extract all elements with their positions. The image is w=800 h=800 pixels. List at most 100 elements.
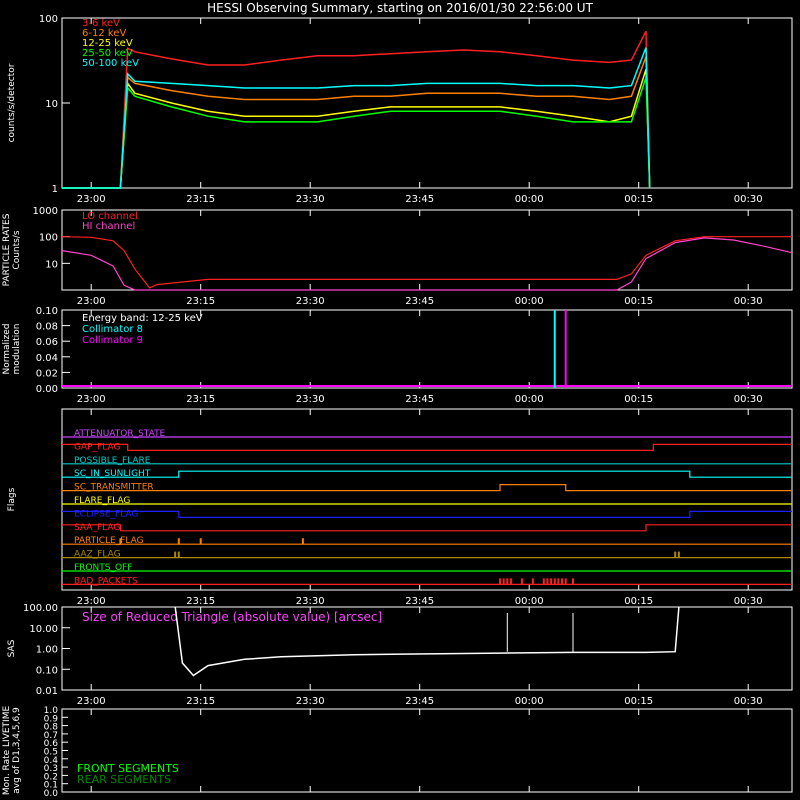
y-tick-label: 100 (39, 14, 58, 25)
figure-title: HESSI Observing Summary, starting on 201… (207, 1, 593, 15)
flag-label: FLARE_FLAG (74, 496, 130, 506)
y-tick-label: 0.1 (44, 781, 58, 791)
x-tick-label: 00:00 (515, 596, 544, 607)
x-tick-label: 23:15 (186, 696, 215, 707)
flag-label: FRONTS_OFF (74, 563, 132, 573)
x-tick-label: 23:00 (77, 596, 106, 607)
y-axis-label: SAS (7, 639, 17, 657)
y-tick-label: 1.00 (36, 645, 58, 656)
x-tick-label: 00:15 (624, 596, 653, 607)
legend-entry: FRONT SEGMENTS (77, 762, 179, 775)
flag-line (62, 524, 792, 532)
x-tick-label: 00:00 (515, 296, 544, 307)
series-line-25-50-keV (62, 77, 651, 189)
panel-2: 23:00 23:15 23:30 23:45 00:00 00:15 00:30 Norma… (2, 306, 793, 405)
panel-frame (61, 708, 793, 793)
legend-entry: Collimator 9 (82, 335, 143, 346)
y-tick-label: 0.10 (36, 306, 58, 317)
legend-entry: 25-50 keV (82, 48, 133, 59)
panel-frame (61, 408, 793, 591)
x-tick-label: 00:15 (624, 296, 653, 307)
y-tick-label: 0.3 (44, 764, 58, 774)
y-tick-label: 1.0 (44, 706, 59, 716)
x-tick-label: 00:30 (734, 596, 763, 607)
y-tick-label: 0.6 (44, 739, 59, 749)
y-axis-label: Flags (7, 487, 17, 511)
panel-frame (61, 209, 793, 291)
x-tick-label: 00:15 (624, 394, 653, 405)
flag-line (62, 470, 792, 478)
y-axis-label: counts/s/detector (7, 63, 17, 142)
flag-line (62, 443, 792, 451)
x-tick-label: 23:30 (296, 394, 325, 405)
y-tick-label: 10 (45, 259, 58, 270)
series-line-12-25-keV (62, 68, 651, 189)
y-tick-label: 0.8 (44, 723, 59, 733)
x-tick-label: 00:00 (515, 696, 544, 707)
y-tick-label: 0.08 (36, 322, 58, 333)
flag-line (62, 510, 792, 518)
x-tick-label: 00:30 (734, 194, 763, 205)
y-tick-label: 0.10 (36, 665, 58, 676)
y-tick-label: 0.01 (36, 686, 58, 697)
y-axis-label: avg of D1,3,4,5,6,9 (12, 707, 22, 794)
x-tick-label: 23:00 (77, 394, 106, 405)
y-axis-label: modulation (12, 324, 22, 375)
flag-label: SC_IN_SUNLIGHT (74, 469, 151, 479)
x-tick-label: 23:45 (405, 394, 434, 405)
series-line-6-12-keV (62, 56, 651, 189)
y-tick-label: 0.7 (44, 731, 58, 741)
modulation-bar (553, 310, 556, 388)
legend-entry: 12-25 keV (82, 38, 133, 49)
flag-label: AAZ_FLAG (74, 550, 121, 560)
y-tick-label: 0.00 (36, 384, 58, 395)
flag-label: GAP_FLAG (74, 442, 120, 452)
x-tick-label: 23:30 (296, 296, 325, 307)
y-tick-label: 0.5 (44, 748, 58, 758)
x-tick-label: 00:15 (624, 194, 653, 205)
y-tick-label: 1 (52, 184, 58, 195)
x-tick-label: 00:30 (734, 696, 763, 707)
x-tick-label: 23:30 (296, 194, 325, 205)
series-line-3-6-keV (62, 30, 651, 189)
x-tick-label: 23:00 (77, 296, 106, 307)
flag-label: ECLIPSE_FLAG (74, 509, 138, 519)
y-tick-label: 0.04 (36, 353, 58, 364)
modulation-bar (564, 310, 567, 388)
series-line-50-100-keV (62, 47, 651, 189)
legend-entry: 6-12 keV (82, 28, 126, 39)
x-tick-label: 00:00 (515, 194, 544, 205)
y-tick-label: 0.02 (36, 368, 58, 379)
x-tick-label: 23:30 (296, 596, 325, 607)
legend-entry: Collimator 8 (82, 324, 143, 335)
x-tick-label: 00:30 (734, 394, 763, 405)
sas-note: Size of Reduced Triangle (absolute value… (82, 610, 382, 624)
x-tick-label: 23:15 (186, 296, 215, 307)
x-tick-label: 23:45 (405, 596, 434, 607)
x-tick-label: 23:30 (296, 696, 325, 707)
flag-label: PARTICLE_FLAG (74, 536, 144, 546)
x-tick-label: 00:30 (734, 296, 763, 307)
legend-entry: HI channel (82, 221, 135, 232)
flag-label: SC_TRANSMITTER (74, 483, 154, 493)
legend-entry: REAR SEGMENTS (77, 773, 171, 786)
x-tick-label: 23:15 (186, 194, 215, 205)
y-tick-label: 100.00 (23, 603, 58, 614)
panel-frame (61, 309, 793, 389)
y-axis-label: Normalized (2, 323, 12, 374)
y-tick-label: 1000 (33, 206, 58, 217)
x-tick-label: 23:15 (186, 596, 215, 607)
y-tick-label: 0.9 (44, 714, 59, 724)
y-tick-label: 0.06 (36, 337, 58, 348)
x-tick-label: 23:00 (77, 194, 106, 205)
y-tick-label: 0.0 (44, 789, 59, 799)
x-tick-label: 23:45 (405, 194, 434, 205)
series-line-HI-channel (61, 237, 793, 291)
y-tick-label: 10 (45, 99, 58, 110)
x-tick-label: 23:45 (405, 296, 434, 307)
legend-entry: LO channel (82, 211, 138, 222)
flag-line (62, 484, 792, 492)
x-tick-label: 23:00 (77, 696, 106, 707)
panel-0: 23:00 23:15 23:30 23:45 00:00 00:15 00:30 count… (7, 14, 793, 205)
